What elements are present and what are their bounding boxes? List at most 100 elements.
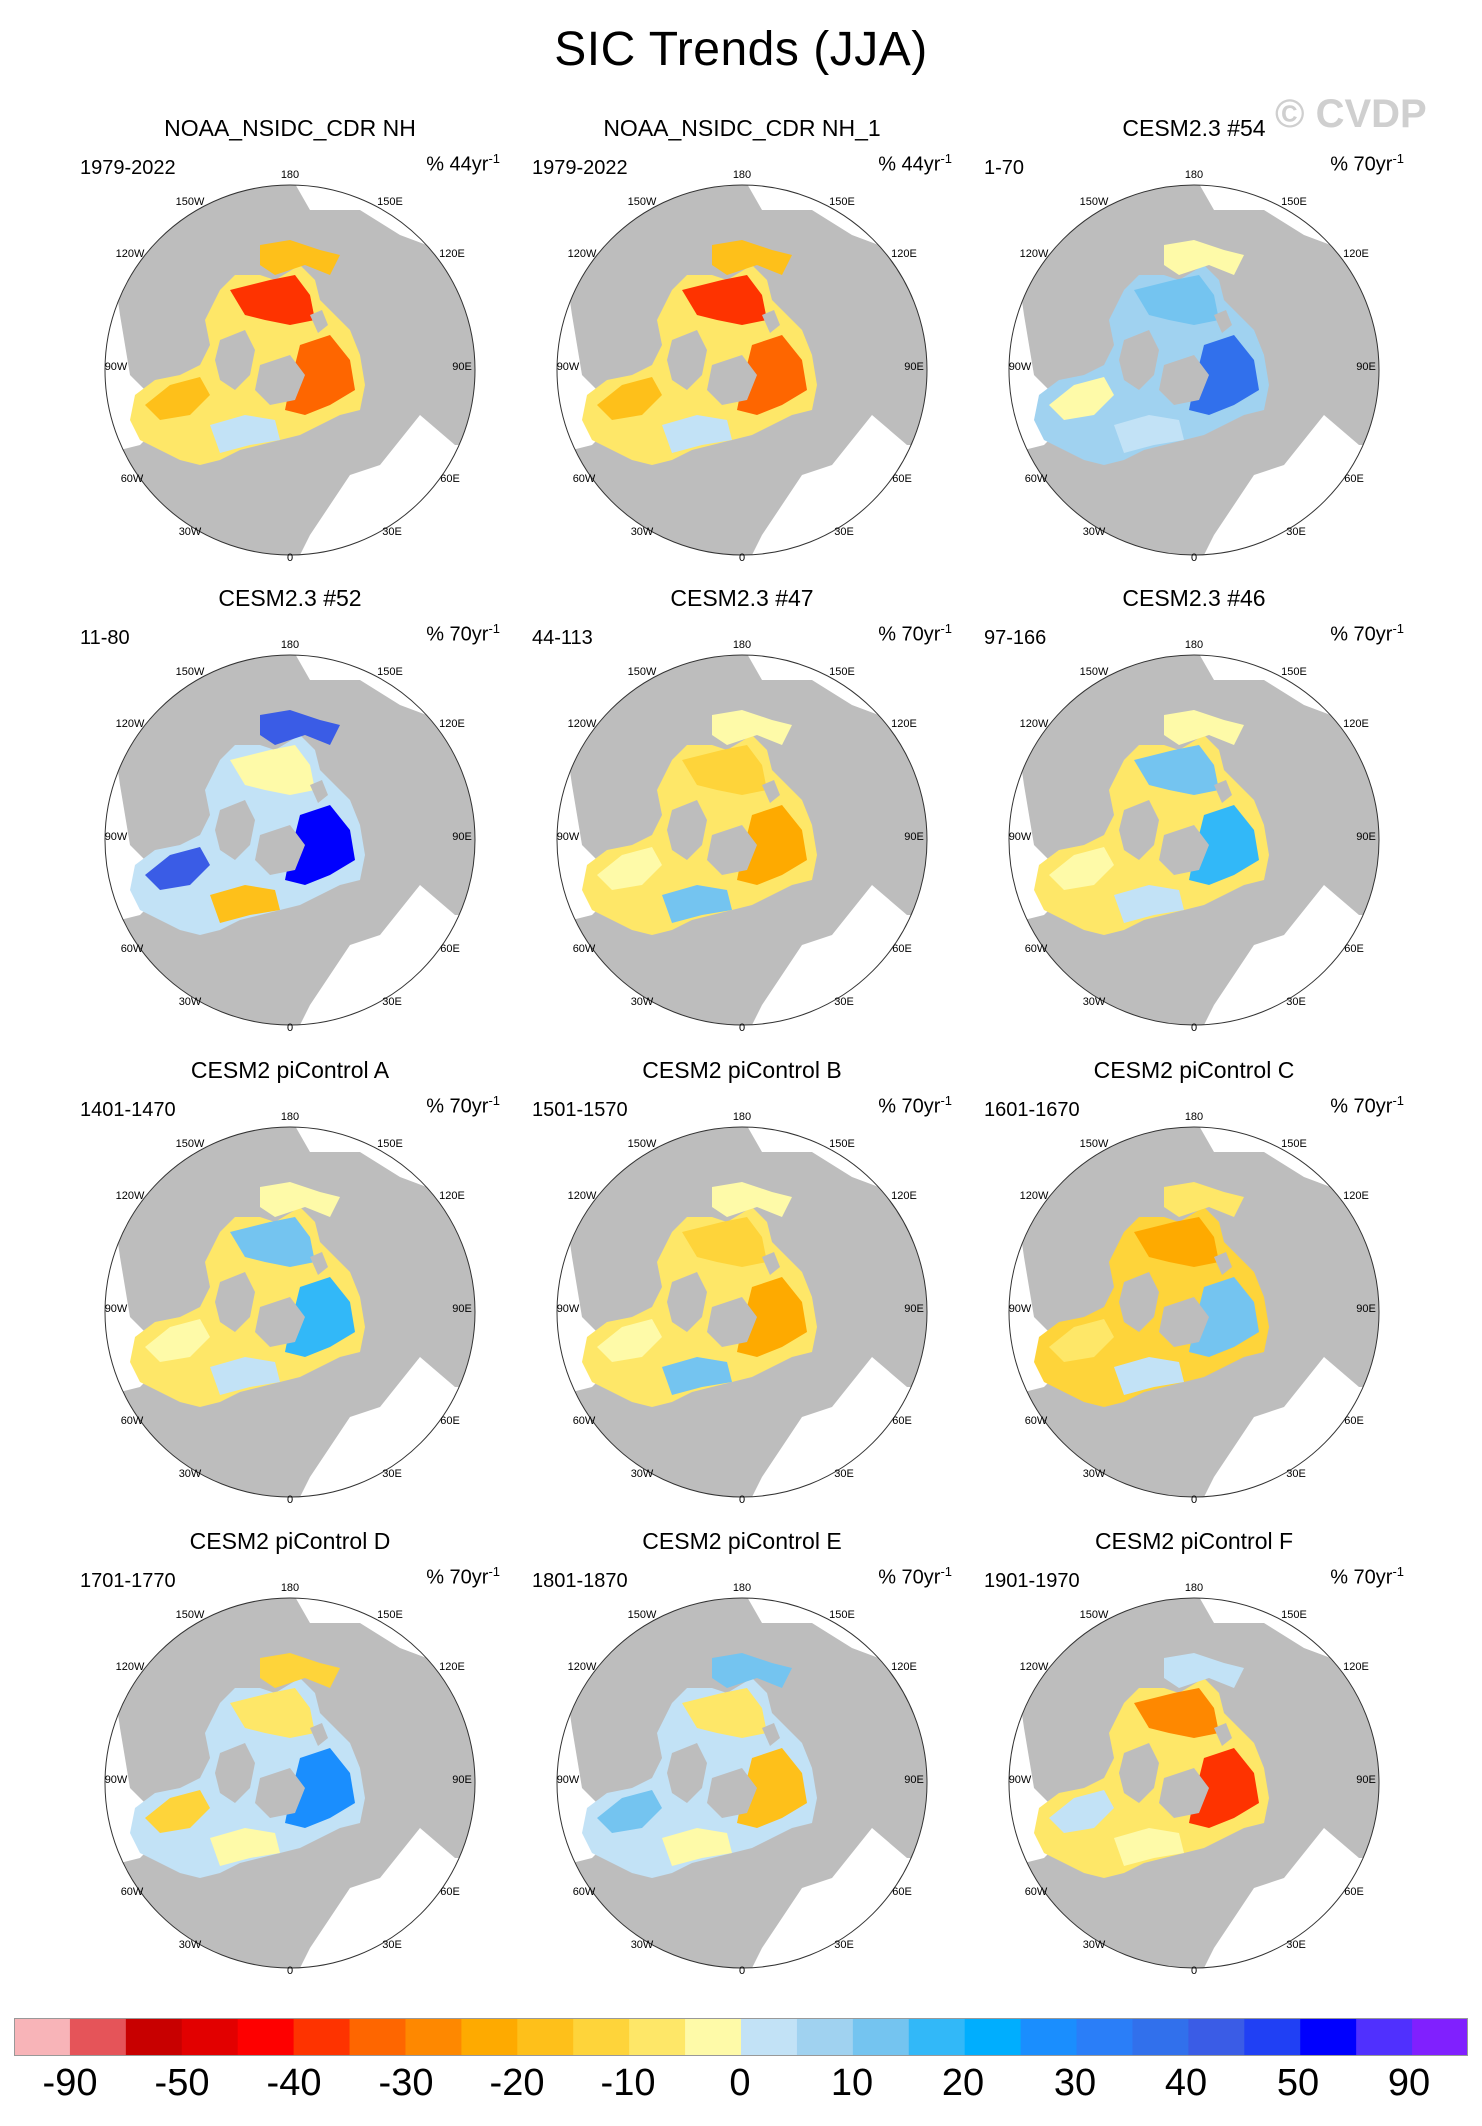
colorbar-label: 40 <box>1164 2062 1208 2104</box>
sea-ice-trend <box>662 885 732 923</box>
units-text: % 70yr <box>1330 153 1393 176</box>
sea-ice-trend <box>1049 377 1114 420</box>
longitude-label: 90E <box>1356 1303 1376 1315</box>
land-mass <box>1214 1252 1232 1275</box>
period-label: 1-70 <box>984 157 1025 179</box>
land-mass <box>1159 1768 1209 1818</box>
longitude-label: 120E <box>1343 1190 1369 1202</box>
longitude-label: 60W <box>573 1415 596 1427</box>
panel-title: CESM2 piControl F <box>1094 1528 1294 1554</box>
longitude-label: 0 <box>739 1022 745 1034</box>
map-panel: 180 150W 150E 120W 120E 90W 90E 60W 60E 30W 30E 0 NO… <box>512 115 972 585</box>
longitude-label: 150W <box>628 666 657 678</box>
longitude-label: 90E <box>904 1774 924 1786</box>
longitude-label: 120W <box>116 1190 145 1202</box>
longitude-label: 150E <box>377 196 403 208</box>
longitude-label: 90W <box>1009 1774 1032 1786</box>
panel-title: CESM2.3 #54 <box>1122 115 1266 141</box>
sea-ice-trend <box>1114 885 1184 923</box>
units-exponent: -1 <box>488 1093 500 1108</box>
units-label: % 70yr-1 <box>1330 1564 1404 1590</box>
longitude-label: 120W <box>568 1190 597 1202</box>
colorbar-label: 30 <box>1053 2062 1097 2104</box>
land-mass <box>762 1723 780 1746</box>
longitude-label: 120E <box>891 718 917 730</box>
period-label: 1501-1570 <box>532 1099 628 1121</box>
panel-title: CESM2.3 #52 <box>218 585 362 611</box>
colorbar-swatch <box>796 2018 854 2056</box>
period-label: 1401-1470 <box>80 1099 176 1121</box>
colorbar-swatch <box>1300 2018 1357 2056</box>
land-mass <box>707 355 757 405</box>
units-exponent: -1 <box>488 151 500 166</box>
land-mass <box>310 1252 328 1275</box>
longitude-label: 90W <box>105 831 128 843</box>
polar-map: 180 150W 150E 120W 120E 90W 90E 60W 60E 30W 30E 0 <box>104 639 476 1034</box>
longitude-label: 60E <box>892 943 912 955</box>
units-text: % 70yr <box>426 1095 489 1118</box>
colorbar-swatch <box>405 2018 462 2056</box>
colorbar-label: -20 <box>489 2062 545 2104</box>
longitude-label: 60E <box>892 1415 912 1427</box>
longitude-label: 120W <box>1020 1190 1049 1202</box>
longitude-label: 30W <box>631 1939 654 1951</box>
sea-ice-trend <box>682 745 767 795</box>
longitude-label: 180 <box>281 1582 299 1594</box>
longitude-label: 30E <box>834 1939 854 1951</box>
polar-map: 180 150W 150E 120W 120E 90W 90E 60W 60E 30W 30E 0 <box>104 169 476 564</box>
longitude-label: 120E <box>439 1661 465 1673</box>
sea-ice-trend <box>1049 1319 1114 1362</box>
map-boundary <box>556 654 928 1026</box>
longitude-label: 0 <box>1191 552 1197 564</box>
map-panel: 180 150W 150E 120W 120E 90W 90E 60W 60E 30W 30E 0 CE… <box>512 585 972 1055</box>
sea-ice-trend <box>260 710 340 745</box>
longitude-label: 0 <box>287 1494 293 1506</box>
map-boundary <box>556 184 928 556</box>
figure-title: SIC Trends (JJA) <box>554 23 928 76</box>
colorbar-label: 20 <box>941 2062 985 2104</box>
panel-title: CESM2.3 #47 <box>670 585 814 611</box>
polar-map: 180 150W 150E 120W 120E 90W 90E 60W 60E 30W 30E 0 <box>104 1582 476 1977</box>
longitude-label: 150W <box>1080 196 1109 208</box>
sea-ice-trend <box>230 745 315 795</box>
colorbar-swatch <box>908 2018 966 2056</box>
longitude-label: 150W <box>176 1609 205 1621</box>
longitude-label: 90E <box>452 361 472 373</box>
sea-ice-trend <box>1134 1688 1219 1738</box>
longitude-label: 90E <box>904 1303 924 1315</box>
sea-ice-trend <box>1049 1790 1114 1833</box>
units-exponent: -1 <box>1392 621 1404 636</box>
sea-ice-trend <box>145 1319 210 1362</box>
land-mass <box>1119 330 1159 390</box>
land-mass <box>310 780 328 803</box>
land-mass <box>667 800 707 860</box>
sea-ice-trend <box>1164 1653 1244 1688</box>
land-mass <box>255 1768 305 1818</box>
longitude-label: 150W <box>1080 666 1109 678</box>
units-label: % 70yr-1 <box>1330 1093 1404 1119</box>
units-label: % 70yr-1 <box>1330 151 1404 177</box>
land-mass <box>762 310 780 333</box>
land-mass <box>215 330 255 390</box>
longitude-label: 60E <box>1344 473 1364 485</box>
longitude-label: 0 <box>1191 1022 1197 1034</box>
sea-ice-trend <box>1134 745 1219 795</box>
longitude-label: 120W <box>568 1661 597 1673</box>
longitude-label: 120W <box>1020 1661 1049 1673</box>
panel-title: CESM2 piControl C <box>1093 1057 1295 1083</box>
period-label: 1979-2022 <box>532 157 628 179</box>
units-exponent: -1 <box>940 1564 952 1579</box>
longitude-label: 90W <box>105 1303 128 1315</box>
longitude-label: 90E <box>904 831 924 843</box>
sea-ice-trend <box>712 710 792 745</box>
colorbar-swatch <box>237 2018 295 2056</box>
sea-ice-trend <box>260 1182 340 1217</box>
polar-map: 180 150W 150E 120W 120E 90W 90E 60W 60E 30W 30E 0 <box>556 1111 928 1506</box>
longitude-label: 60W <box>1025 473 1048 485</box>
longitude-label: 90E <box>452 831 472 843</box>
map-panel: 180 150W 150E 120W 120E 90W 90E 60W 60E 30W 30E 0 CE… <box>964 1528 1424 1998</box>
sea-ice-trend <box>682 1688 767 1738</box>
sea-ice-trend <box>145 1790 210 1833</box>
period-label: 1701-1770 <box>80 1570 176 1592</box>
longitude-label: 180 <box>1185 1582 1203 1594</box>
